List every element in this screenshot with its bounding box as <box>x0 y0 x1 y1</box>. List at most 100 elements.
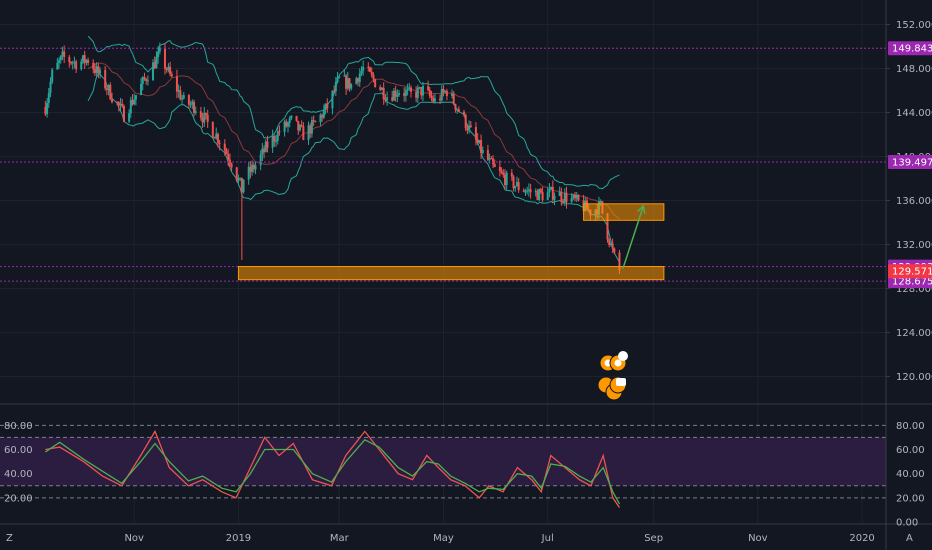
candle-body <box>464 114 467 129</box>
candle-body <box>386 97 389 101</box>
candle-body <box>348 78 351 89</box>
candle-body <box>478 140 481 144</box>
candle-body <box>553 195 556 200</box>
candle-body <box>609 243 612 245</box>
candle-body <box>199 111 202 118</box>
candle-body <box>163 47 166 69</box>
bollinger-upper-band <box>87 35 620 190</box>
time-tick-label: 2019 <box>226 533 251 544</box>
candle-body <box>46 102 49 115</box>
candle-body <box>613 248 616 253</box>
z-button[interactable]: Z <box>6 533 13 544</box>
candle-body <box>194 111 197 113</box>
grid <box>0 0 886 524</box>
candle-body <box>326 103 329 109</box>
oscillator-series <box>45 429 621 508</box>
candle-body <box>486 150 489 160</box>
candle-body <box>187 95 190 105</box>
candle-body <box>109 84 112 100</box>
candle-body <box>116 102 119 104</box>
candle-body <box>358 73 361 83</box>
candle-body <box>343 75 346 77</box>
candle-body <box>122 106 125 122</box>
candle-body <box>83 55 86 63</box>
candle-body <box>266 141 269 148</box>
candle-body <box>372 74 375 80</box>
candle-body <box>324 103 327 110</box>
candle-body <box>454 103 457 110</box>
candle-body <box>295 115 298 121</box>
candle-body <box>288 118 291 123</box>
candle-body <box>237 178 240 181</box>
candle-body <box>469 125 472 128</box>
candle-body <box>157 51 160 58</box>
oscillator-tick-label-left: 80.00 <box>4 421 33 432</box>
candle-body <box>490 158 493 160</box>
candle-body <box>167 66 170 71</box>
candle-body <box>439 98 442 101</box>
candle-body <box>140 83 143 96</box>
price-tick-label: 132.000 <box>896 240 932 251</box>
candle-body <box>107 84 110 90</box>
candle-body <box>492 158 495 164</box>
candle-body <box>59 55 62 61</box>
candle-body <box>403 93 406 96</box>
oscillator-axis-left: 80.00 60.00 40.00 20.00 <box>4 421 33 505</box>
candle-body <box>452 93 455 104</box>
oscillator-tick-label-left: 20.00 <box>4 493 33 504</box>
price-pane[interactable] <box>0 35 886 401</box>
candle-body <box>350 84 353 89</box>
candle-body <box>133 99 136 105</box>
candle-body <box>264 141 267 153</box>
candle-body <box>302 126 305 140</box>
candle-body <box>505 172 508 186</box>
candle-body <box>410 87 413 92</box>
oscillator-axis-right[interactable]: 80.00 60.00 40.00 20.00 0.00 <box>896 421 925 529</box>
candle-body <box>546 192 549 201</box>
price-badge-label: 129.571 <box>892 267 932 278</box>
event-badge[interactable] <box>618 351 628 361</box>
candle-body <box>534 190 537 193</box>
candle-body <box>357 78 360 83</box>
candle-body <box>374 79 377 88</box>
candle-body <box>522 190 525 192</box>
candle-body <box>515 182 518 187</box>
price-tick-label: 120.000 <box>896 372 932 383</box>
candle-body <box>153 62 156 69</box>
candle-body <box>128 113 131 122</box>
candle-body <box>608 239 611 245</box>
candle-body <box>382 87 385 100</box>
candle-body <box>346 78 349 89</box>
candle-body <box>428 89 431 96</box>
candle-body <box>314 121 317 123</box>
price-badge <box>888 264 932 279</box>
event-badge[interactable] <box>616 378 626 386</box>
a-button[interactable]: A <box>906 533 913 544</box>
candle-body <box>536 190 539 200</box>
candle-body <box>201 117 204 123</box>
oscillator-pane[interactable] <box>0 424 886 508</box>
candle-body <box>223 143 226 151</box>
time-axis[interactable]: Nov 2019 Mar May Jul Sep Nov 2020 <box>124 533 874 544</box>
candle-body <box>285 121 288 127</box>
candle-body <box>618 252 621 271</box>
candle-body <box>539 189 542 193</box>
candle-body <box>570 197 573 203</box>
candle-body <box>503 174 506 186</box>
candle-body <box>85 59 88 63</box>
candle-body <box>213 137 216 139</box>
candle-body <box>370 71 373 75</box>
event-icons[interactable] <box>597 351 628 401</box>
candle-body <box>169 66 172 75</box>
candle-body <box>111 99 114 103</box>
candle-body <box>379 87 382 90</box>
candle-body <box>73 61 76 63</box>
candle-body <box>204 112 207 115</box>
candle-body <box>80 61 83 70</box>
candle-body <box>367 66 370 68</box>
oscillator-tick-label: 60.00 <box>896 445 925 456</box>
candle-body <box>63 51 66 58</box>
oscillator-tick-label-left: 40.00 <box>4 469 33 480</box>
